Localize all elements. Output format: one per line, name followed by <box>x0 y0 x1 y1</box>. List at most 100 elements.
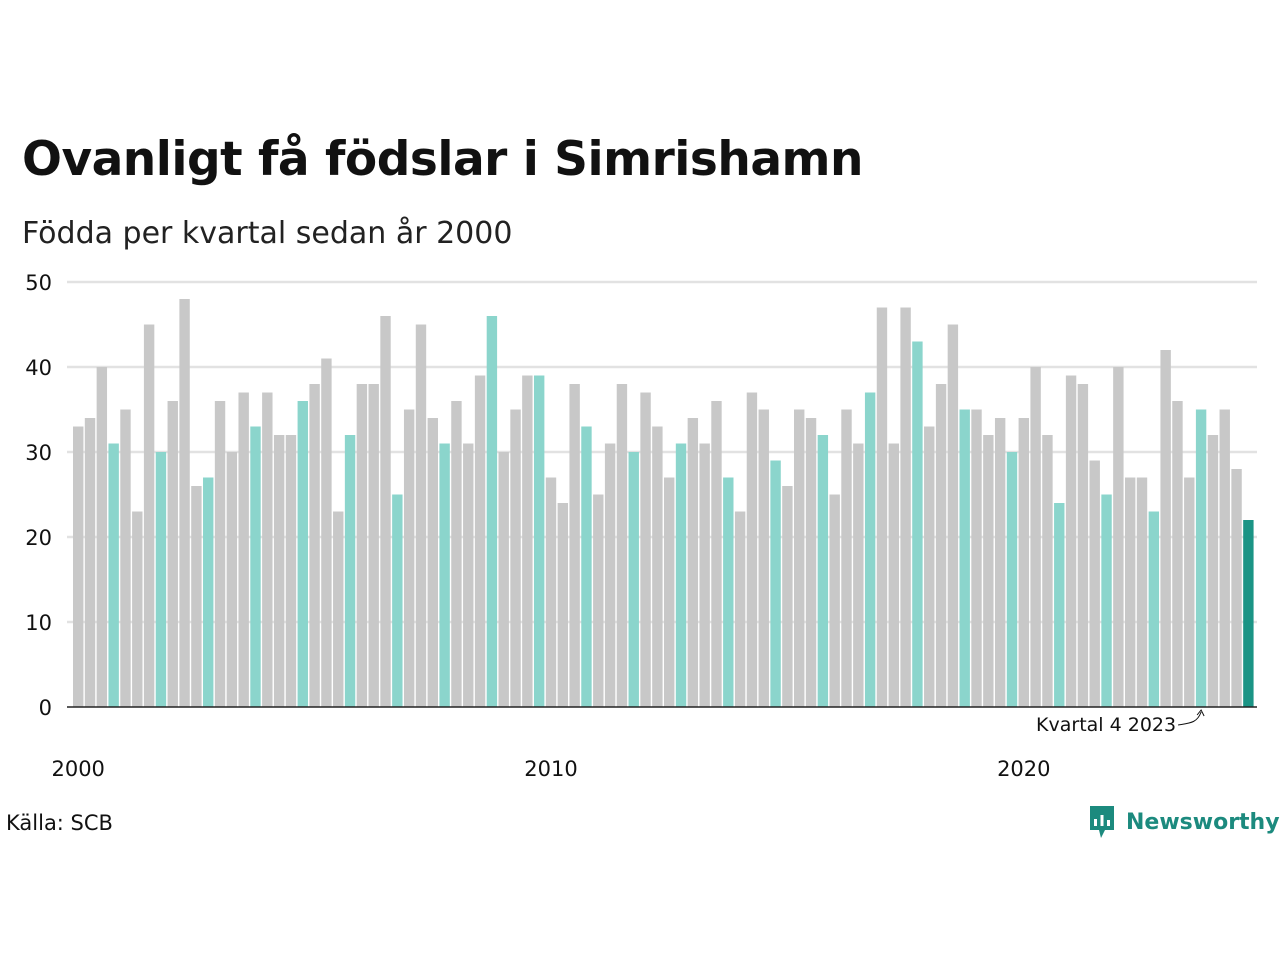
bar-2017-Q3 <box>900 307 911 707</box>
bar-2001-Q2 <box>132 511 143 707</box>
bar-2001-Q3 <box>143 324 155 707</box>
bar-2021-Q2 <box>1077 384 1089 707</box>
y-tick-label-30: 30 <box>25 441 52 465</box>
bar-2015-Q2 <box>794 409 805 707</box>
bar-2005-Q3 <box>333 511 344 707</box>
bar-2021-Q4 <box>1101 494 1112 707</box>
bar-2021-Q1 <box>1065 375 1077 707</box>
bar-2018-Q4 <box>959 409 970 707</box>
bar-2004-Q1 <box>262 392 273 707</box>
source-note: Källa: SCB <box>6 811 113 835</box>
bar-2005-Q1 <box>309 384 320 707</box>
newsworthy-logo-icon <box>1090 806 1114 838</box>
bar-2004-Q4 <box>297 401 308 707</box>
bars <box>73 299 1254 707</box>
bar-2023-Q2 <box>1172 401 1183 707</box>
bar-2013-Q1 <box>687 418 699 707</box>
bar-2006-Q1 <box>356 384 368 707</box>
bar-2009-Q4 <box>533 375 545 707</box>
bar-2010-Q2 <box>557 503 569 707</box>
bar-2019-Q3 <box>994 418 1006 707</box>
brand-name: Newsworthy <box>1126 809 1280 835</box>
bar-2024-Q3 <box>1231 469 1242 707</box>
bar-2000-Q3 <box>96 367 108 707</box>
bar-2020-Q1 <box>1018 418 1029 707</box>
bar-2019-Q2 <box>983 435 994 707</box>
x-tick-label-2020: 2020 <box>997 757 1050 781</box>
bar-2014-Q1 <box>734 511 746 707</box>
bar-2008-Q3 <box>474 375 486 707</box>
bar-2011-Q1 <box>593 494 604 707</box>
bar-2012-Q2 <box>652 426 663 707</box>
bar-2014-Q4 <box>770 460 781 707</box>
bar-2017-Q2 <box>888 443 899 707</box>
bar-2002-Q2 <box>179 299 190 707</box>
annotation-arrowhead <box>1196 709 1205 717</box>
bar-2003-Q2 <box>226 452 238 707</box>
bar-2013-Q2 <box>699 443 710 707</box>
bar-2017-Q1 <box>876 307 888 707</box>
bar-2007-Q1 <box>403 409 415 707</box>
bar-2022-Q1 <box>1113 367 1124 707</box>
bar-2019-Q4 <box>1006 452 1018 707</box>
bar-2005-Q4 <box>344 435 356 707</box>
y-tick-label-0: 0 <box>39 696 52 720</box>
bar-2023-Q4 <box>1195 409 1207 707</box>
bar-2016-Q2 <box>841 409 852 707</box>
y-tick-label-40: 40 <box>25 356 52 380</box>
bar-2001-Q4 <box>155 452 167 707</box>
bar-2009-Q1 <box>498 452 509 707</box>
bar-2007-Q2 <box>415 324 427 707</box>
bar-2006-Q2 <box>368 384 379 707</box>
bar-2002-Q3 <box>191 486 202 707</box>
bar-2000-Q1 <box>73 426 84 707</box>
x-tick-label-2010: 2010 <box>524 757 577 781</box>
y-tick-label-10: 10 <box>25 611 52 635</box>
bar-2016-Q3 <box>853 443 864 707</box>
annotation-label: Kvartal 4 2023 <box>1036 714 1176 736</box>
bar-2023-Q1 <box>1160 350 1171 707</box>
bar-2004-Q2 <box>273 435 285 707</box>
bar-2002-Q1 <box>167 401 178 707</box>
chart-title: Ovanligt få födslar i Simrishamn <box>22 132 864 187</box>
bar-2004-Q3 <box>285 435 297 707</box>
bar-2021-Q3 <box>1089 460 1100 707</box>
bar-2012-Q4 <box>675 443 687 707</box>
bar-2000-Q4 <box>108 443 119 707</box>
bar-2014-Q3 <box>758 409 769 707</box>
annotation: Kvartal 4 2023 <box>1036 709 1205 736</box>
bar-2007-Q3 <box>427 418 438 707</box>
bar-2013-Q3 <box>711 401 722 707</box>
bar-2008-Q2 <box>463 443 474 707</box>
bar-2003-Q4 <box>250 426 261 707</box>
bar-2009-Q2 <box>510 409 521 707</box>
bar-2002-Q4 <box>203 477 214 707</box>
bar-2020-Q3 <box>1042 435 1053 707</box>
bar-2012-Q1 <box>640 392 651 707</box>
bar-2017-Q4 <box>912 341 923 707</box>
bar-2010-Q4 <box>581 426 592 707</box>
bar-2003-Q1 <box>214 401 226 707</box>
bar-2020-Q4 <box>1054 503 1065 707</box>
bar-2013-Q4 <box>723 477 734 707</box>
brand-logo: Newsworthy <box>1088 804 1280 840</box>
bar-2012-Q3 <box>664 477 675 707</box>
x-tick-label-2000: 2000 <box>51 757 104 781</box>
bar-2008-Q1 <box>451 401 462 707</box>
bar-2003-Q3 <box>238 392 249 707</box>
bar-2016-Q1 <box>829 494 840 707</box>
axes: 0 10 20 30 40 50 2000 2010 2020 <box>25 271 1257 781</box>
bar-2011-Q3 <box>616 384 628 707</box>
bar-2018-Q3 <box>947 324 959 707</box>
bar-2018-Q1 <box>924 426 935 707</box>
bar-2018-Q2 <box>935 384 947 707</box>
annotation-arrow <box>1178 711 1202 726</box>
bar-2024-Q1 <box>1207 435 1219 707</box>
bar-2019-Q1 <box>971 409 982 707</box>
bar-2006-Q4 <box>392 494 403 707</box>
bar-2000-Q2 <box>84 418 96 707</box>
bar-2022-Q3 <box>1136 477 1148 707</box>
bar-2020-Q2 <box>1030 367 1041 707</box>
bar-2014-Q2 <box>746 392 758 707</box>
bar-2011-Q2 <box>604 443 616 707</box>
